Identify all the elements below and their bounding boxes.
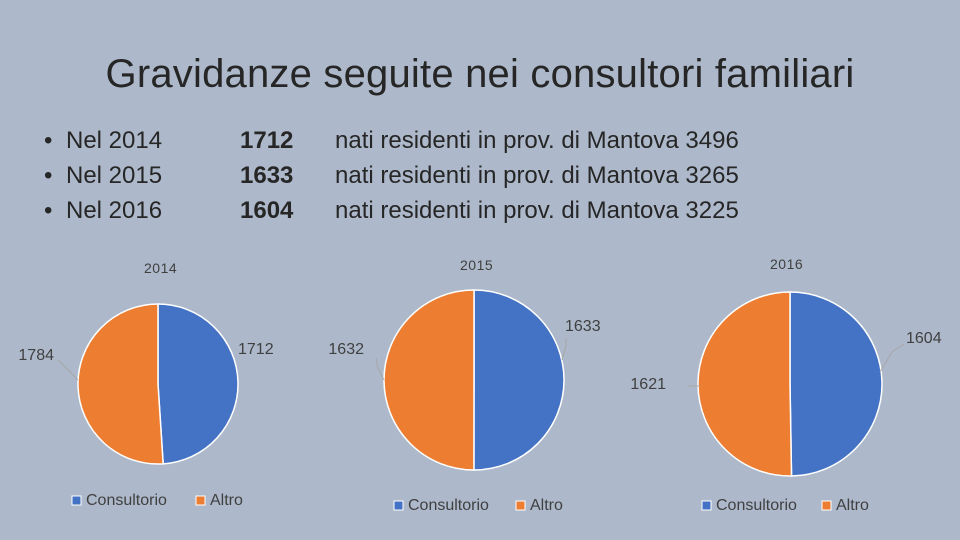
legend-swatch-consultorio <box>701 500 712 511</box>
bullet-item-2015: • Nel 2015 <box>44 162 163 189</box>
bullet-item-2016: • Nel 2016 <box>44 197 163 224</box>
chart-title: 2016 <box>770 256 803 272</box>
pie-slice-consultorio <box>157 303 239 465</box>
data-label-consultorio: 1633 <box>565 318 601 335</box>
count-2016: 1604 <box>240 197 294 224</box>
legend-swatch-consultorio <box>71 495 82 506</box>
chart-title: 2015 <box>460 257 493 273</box>
legend-label-consultorio: Consultorio <box>86 492 167 509</box>
bullet-year: Nel 2015 <box>66 162 163 189</box>
leader-line <box>57 359 79 381</box>
legend-label-consultorio: Consultorio <box>716 497 797 514</box>
count-2015: 1633 <box>240 162 294 189</box>
legend-label-altro: Altro <box>530 497 563 514</box>
legend-label-consultorio: Consultorio <box>408 497 489 514</box>
pie-chart-2015: 2015 1633 1632 Consultorio Altro <box>328 257 600 514</box>
leader-line <box>561 338 567 361</box>
legend-swatch-altro <box>195 495 206 506</box>
births-2016: nati residenti in prov. di Mantova 3225 <box>335 197 739 224</box>
chart-title: 2014 <box>144 260 177 276</box>
legend-label-altro: Altro <box>836 497 869 514</box>
pie-slice-altro <box>77 303 164 465</box>
bullet-item-2014: • Nel 2014 <box>44 127 163 154</box>
births-2015: nati residenti in prov. di Mantova 3265 <box>335 162 739 189</box>
pie-slice-consultorio <box>473 289 565 471</box>
page-title: Gravidanze seguite nei consultori famili… <box>105 52 855 96</box>
data-label-altro: 1621 <box>630 376 666 393</box>
births-text: nati residenti in prov. di Mantova 3496 … <box>335 123 739 228</box>
bullet-year: Nel 2016 <box>66 197 163 224</box>
pie-chart-2014: 2014 1712 1784 Consultorio Altro <box>18 260 273 509</box>
data-label-consultorio: 1604 <box>906 330 942 347</box>
legend-swatch-consultorio <box>393 500 404 511</box>
leader-line <box>375 357 385 381</box>
pregnancy-counts: 1712 1633 1604 <box>240 123 293 228</box>
legend-swatch-altro <box>821 500 832 511</box>
legend-label-altro: Altro <box>210 492 243 509</box>
data-label-altro: 1784 <box>18 347 54 364</box>
pie-chart-2016: 2016 1604 1621 Consultorio Altro <box>630 256 941 514</box>
bullet-list: • Nel 2014 • Nel 2015 • Nel 2016 <box>44 123 162 228</box>
births-2014: nati residenti in prov. di Mantova 3496 <box>335 127 739 154</box>
pie-slice-altro <box>383 289 475 471</box>
data-label-consultorio: 1712 <box>238 341 274 358</box>
bullet-year: Nel 2014 <box>66 127 163 154</box>
pie-slice-altro <box>697 291 793 477</box>
leader-line <box>879 343 905 373</box>
pie-slice-consultorio <box>789 291 883 477</box>
data-label-altro: 1632 <box>328 341 364 358</box>
legend-swatch-altro <box>515 500 526 511</box>
count-2014: 1712 <box>240 127 294 154</box>
